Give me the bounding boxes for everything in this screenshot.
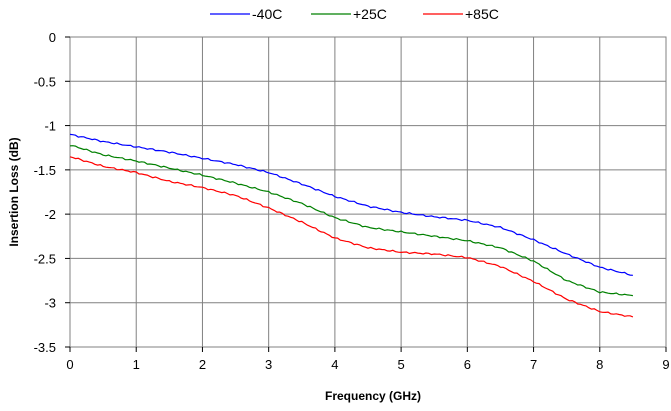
legend-label: +85C <box>465 6 499 22</box>
plot-area-frame <box>69 36 667 348</box>
x-tick-label: 0 <box>66 357 73 372</box>
series-line--40C <box>69 133 633 276</box>
x-tick-label: 7 <box>530 357 537 372</box>
x-tick-label: 4 <box>331 357 338 372</box>
x-tick-label: 8 <box>596 357 603 372</box>
series-line-+25C <box>69 145 633 297</box>
x-tick-label: 6 <box>464 357 471 372</box>
legend-label: -40C <box>252 6 282 22</box>
x-tick-label: 1 <box>133 357 140 372</box>
legend: -40C +25C +85C <box>210 6 499 22</box>
series-line-+85C <box>69 156 634 318</box>
y-tick-label: -1.5 <box>34 163 56 178</box>
x-tick-label: 2 <box>199 357 206 372</box>
y-tick-label: -1 <box>44 119 56 134</box>
y-tick-label: -0.5 <box>34 74 56 89</box>
y-tick-label: -2.5 <box>34 251 56 266</box>
legend-item: +85C <box>423 6 499 22</box>
x-axis-title: Frequency (GHz) <box>325 389 421 403</box>
y-tick-label: -3.5 <box>34 340 56 355</box>
x-tick-label: 9 <box>662 357 669 372</box>
y-tick-label: -3 <box>44 296 56 311</box>
y-tick-label: -2 <box>44 207 56 222</box>
x-tick-label: 5 <box>397 357 404 372</box>
y-axis-ticks: 0 -0.5 -1 -1.5 -2 -2.5 -3 -3.5 <box>34 30 70 355</box>
legend-label: +25C <box>353 6 387 22</box>
series-lines <box>69 133 634 318</box>
y-tick-label: 0 <box>49 30 56 45</box>
y-axis-title: Insertion Loss (dB) <box>7 137 21 246</box>
x-tick-label: 3 <box>265 357 272 372</box>
grid-lines <box>69 36 667 348</box>
legend-item: +25C <box>311 6 387 22</box>
legend-item: -40C <box>210 6 282 22</box>
x-axis-ticks: 0 1 2 3 4 5 6 7 8 9 <box>66 347 670 372</box>
